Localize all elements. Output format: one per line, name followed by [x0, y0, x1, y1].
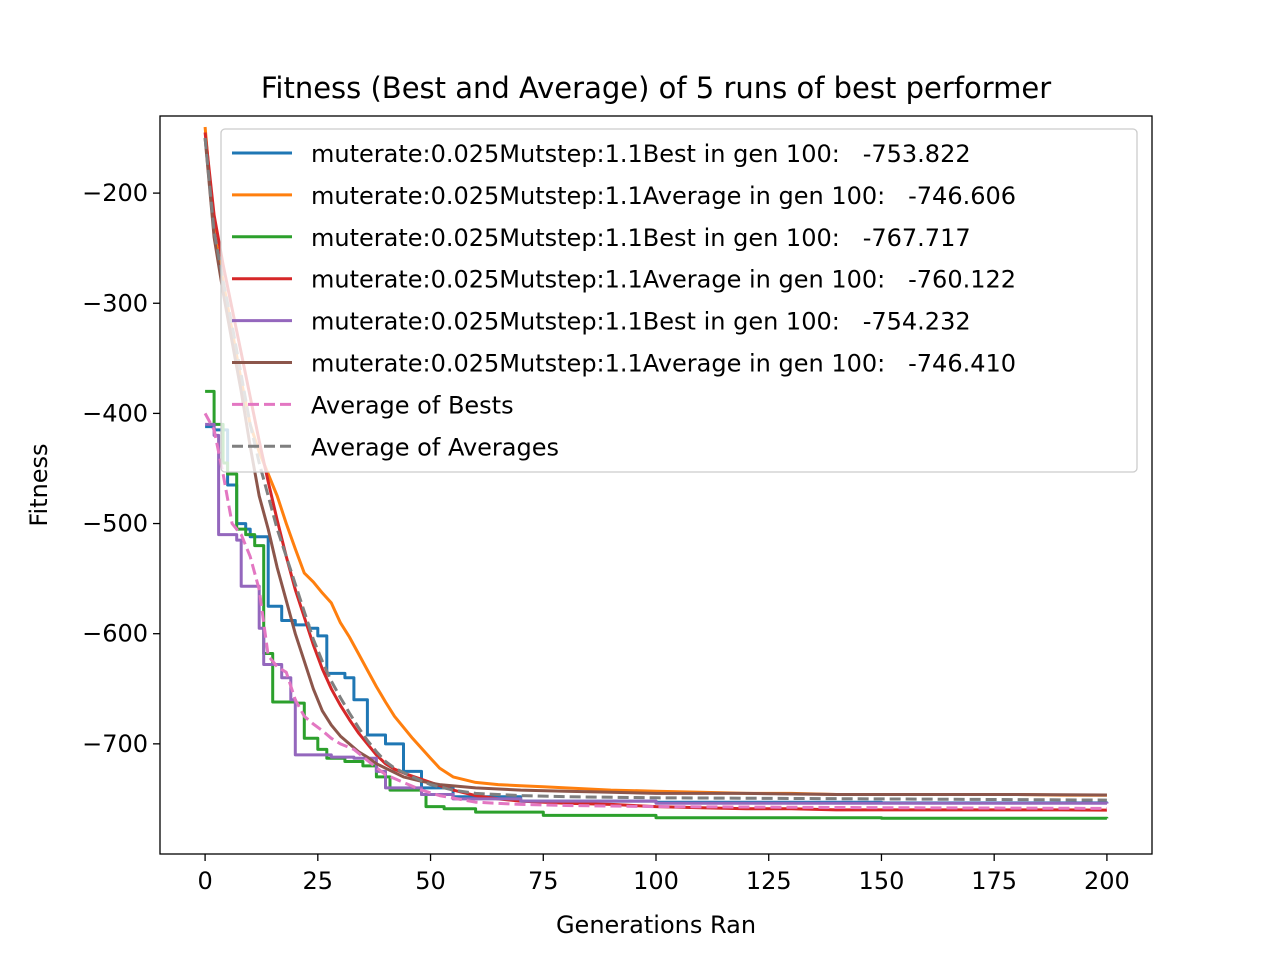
- x-tick-label: 25: [303, 867, 334, 895]
- series-line-1: [205, 425, 1109, 805]
- x-tick-label: 0: [197, 867, 212, 895]
- legend-label: muterate:0.025Mutstep:1.1Best in gen 100…: [311, 140, 971, 168]
- x-tick-label: 50: [415, 867, 446, 895]
- y-tick-label: −200: [82, 179, 148, 207]
- legend-label: Average of Bests: [311, 391, 514, 419]
- x-tick-label: 150: [859, 867, 905, 895]
- series-line-7: [203, 412, 1107, 810]
- y-tick-label: −600: [82, 620, 148, 648]
- legend-box: [220, 128, 1138, 473]
- y-axis-title: Fitness: [25, 443, 53, 526]
- y-tick-label: −700: [82, 730, 148, 758]
- legend-label: Average of Averages: [311, 433, 559, 461]
- x-tick-label: 100: [633, 867, 679, 895]
- y-tick-label: −300: [82, 289, 148, 317]
- x-axis: 0 25 50 75 100 125 150 175 200: [197, 854, 1130, 895]
- y-axis: −200 −300 −400 −500 −600 −700: [82, 179, 160, 758]
- x-tick-label: 200: [1084, 867, 1130, 895]
- legend: muterate:0.025Mutstep:1.1Best in gen 100…: [220, 128, 1138, 473]
- x-tick-label: 125: [746, 867, 792, 895]
- legend-label: muterate:0.025Mutstep:1.1Average in gen …: [311, 182, 1016, 210]
- legend-label: muterate:0.025Mutstep:1.1Best in gen 100…: [311, 308, 971, 336]
- series-line-5: [205, 422, 1109, 805]
- x-tick-label: 75: [528, 867, 559, 895]
- y-tick-label: −400: [82, 399, 148, 427]
- legend-label: muterate:0.025Mutstep:1.1Average in gen …: [311, 266, 1016, 294]
- x-tick-label: 175: [971, 867, 1017, 895]
- x-axis-title: Generations Ran: [556, 911, 756, 939]
- legend-label: muterate:0.025Mutstep:1.1Average in gen …: [311, 350, 1016, 378]
- y-tick-label: −500: [82, 510, 148, 538]
- chart-title: Fitness (Best and Average) of 5 runs of …: [261, 71, 1051, 105]
- legend-label: muterate:0.025Mutstep:1.1Best in gen 100…: [311, 224, 971, 252]
